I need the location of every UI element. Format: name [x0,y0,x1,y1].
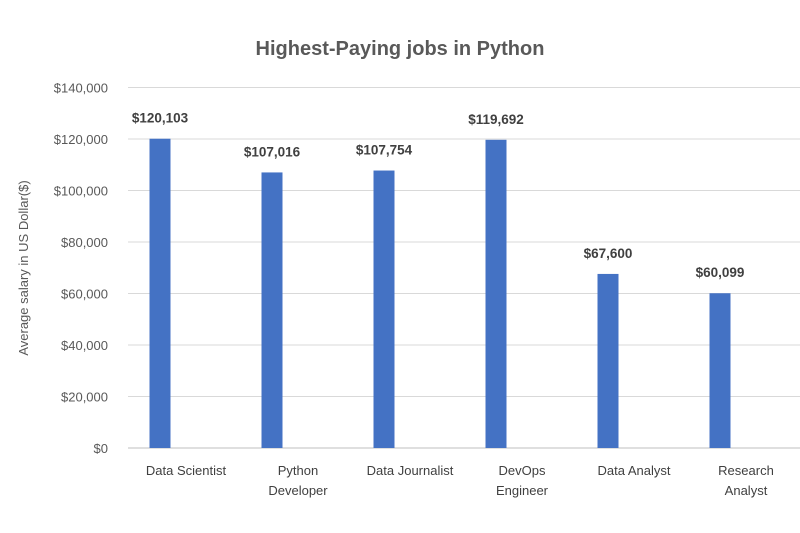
bar [597,273,619,448]
x-tick-label: DevOps [499,463,546,478]
y-tick-label: $80,000 [61,235,108,250]
data-label: $107,016 [244,144,301,159]
x-tick-label: Analyst [725,483,768,498]
data-label: $107,754 [356,143,413,158]
y-tick-label: $120,000 [54,132,108,147]
y-tick-label: $0 [94,441,108,456]
data-label: $67,600 [584,246,633,261]
bar [485,139,507,449]
bar [149,138,171,448]
bar [373,170,395,448]
x-tick-label: Data Analyst [598,463,671,478]
y-tick-label: $100,000 [54,184,108,199]
x-tick-label: Engineer [496,483,549,498]
y-tick-label: $40,000 [61,338,108,353]
data-label: $60,099 [696,265,745,280]
x-tick-label: Data Journalist [367,463,454,478]
x-tick-label: Research [718,463,774,478]
x-tick-label: Developer [268,483,328,498]
bar [709,293,731,448]
y-tick-label: $140,000 [54,81,108,96]
x-tick-label: Data Scientist [146,463,227,478]
data-label: $119,692 [468,112,524,127]
chart-title: Highest-Paying jobs in Python [256,38,545,60]
data-label: $120,103 [132,111,189,126]
y-tick-label: $20,000 [61,390,108,405]
bar [261,172,283,448]
y-tick-label: $60,000 [61,287,108,302]
x-tick-label: Python [278,463,318,478]
y-axis-label: Average salary in US Dollar($) [16,180,31,355]
